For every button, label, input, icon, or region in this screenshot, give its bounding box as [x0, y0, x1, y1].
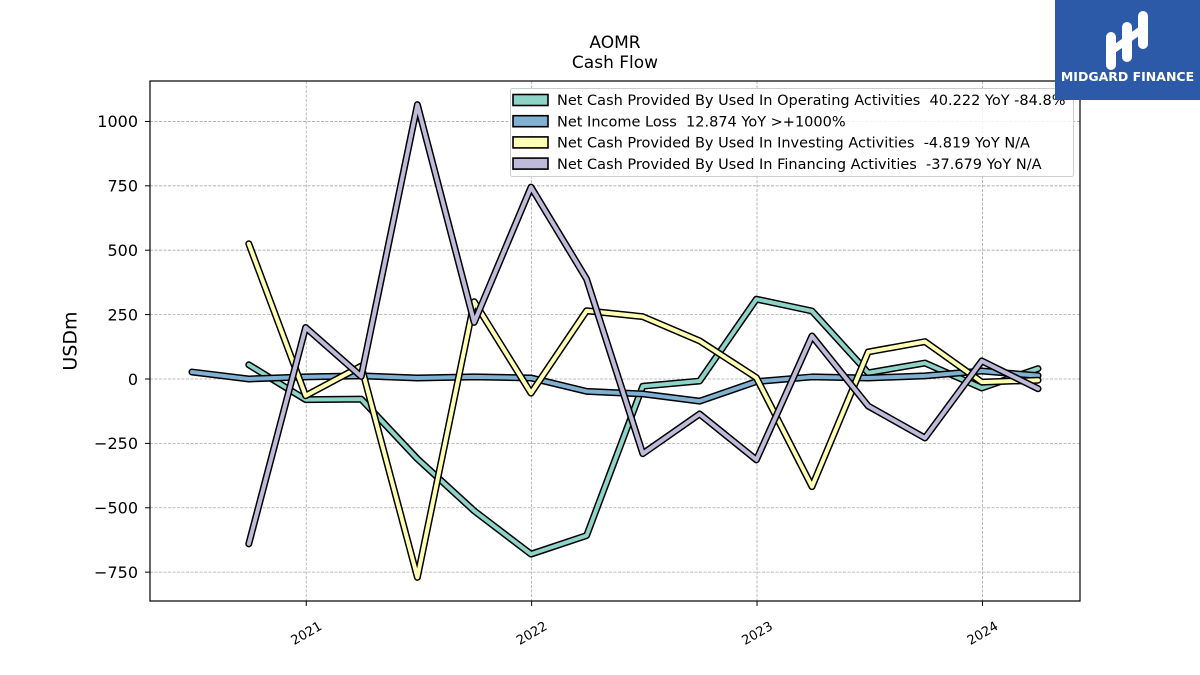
legend-label-3: Net Cash Provided By Used In Investing A… [557, 136, 1030, 152]
legend-label-2: Net Income Loss 12.874 YoY >+1000% [557, 114, 846, 130]
y-tick-label: 750 [107, 177, 138, 196]
y-tick-label: 500 [107, 241, 138, 260]
legend: Net Cash Provided By Used In Operating A… [510, 88, 1074, 177]
midgard-logo-mark-icon [1106, 11, 1148, 70]
chart-subtitle: Cash Flow [572, 53, 658, 73]
legend-label-1: Net Cash Provided By Used In Operating A… [557, 93, 1065, 109]
y-tick-label: −250 [94, 434, 138, 453]
legend-swatch-4 [512, 157, 549, 170]
y-tick-label: 1000 [97, 112, 138, 131]
y-axis-ticks: −750 −500 −250 0 250 500 750 1000 [94, 112, 150, 582]
y-tick-label: 0 [128, 370, 138, 389]
series-line-1 [246, 297, 1041, 557]
y-tick-label: −750 [94, 563, 138, 582]
brand-logo: MIDGARD FINANCE [1055, 0, 1200, 100]
chart-title: AOMR [589, 33, 640, 53]
series-line-3 [246, 241, 1041, 580]
legend-swatch-3 [512, 136, 549, 149]
y-tick-label: −500 [94, 499, 138, 518]
legend-box [510, 88, 1074, 177]
legend-items: Net Cash Provided By Used In Operating A… [512, 93, 1065, 173]
y-axis-label: USDm [60, 311, 82, 370]
series-lines [188, 101, 1042, 581]
series-line-4 [246, 102, 1041, 546]
series-line-2 [189, 369, 1041, 404]
logo-text: MIDGARD FINANCE [1061, 69, 1194, 84]
plot-frame [149, 80, 1081, 602]
legend-swatch-2 [512, 114, 549, 128]
y-tick-label: 250 [107, 305, 138, 324]
legend-swatch-1 [512, 93, 549, 107]
legend-label-4: Net Cash Provided By Used In Financing A… [557, 157, 1042, 173]
